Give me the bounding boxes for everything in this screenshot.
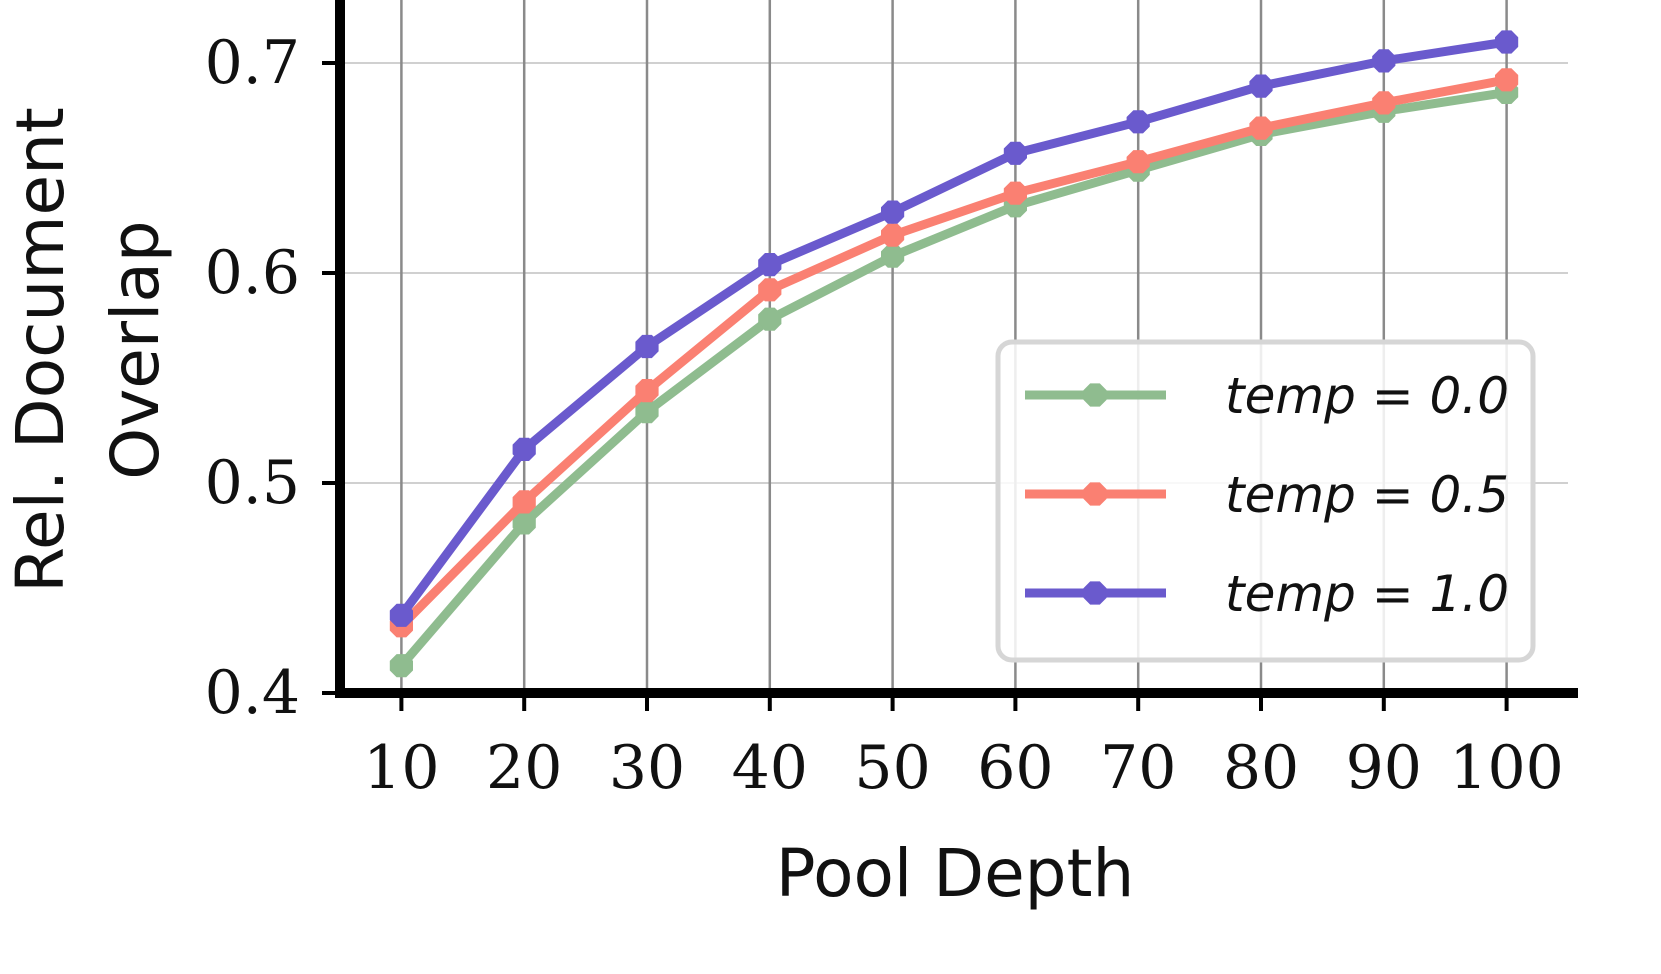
x-tick-label: 40	[732, 733, 808, 803]
legend-entry: temp = 1.0	[1025, 565, 1509, 623]
data-point	[758, 278, 782, 302]
data-point	[881, 200, 905, 224]
data-point	[389, 603, 413, 627]
legend-marker	[1083, 383, 1107, 407]
x-tick-label: 70	[1100, 733, 1176, 803]
data-point	[1126, 150, 1150, 174]
x-tick-label: 100	[1449, 733, 1564, 803]
series-line	[397, 87, 1508, 669]
y-tick-label: 0.5	[205, 448, 300, 518]
data-point	[758, 307, 782, 331]
data-point	[1495, 30, 1519, 54]
series-1	[389, 68, 1519, 638]
x-tick-label: 30	[609, 733, 685, 803]
y-tick-label: 0.7	[205, 28, 300, 98]
series-layer	[389, 30, 1519, 678]
data-point	[1249, 116, 1273, 140]
y-tick-label: 0.6	[205, 238, 300, 308]
data-point	[881, 223, 905, 247]
data-point	[1249, 74, 1273, 98]
x-tick-label: 50	[854, 733, 930, 803]
legend-box	[995, 339, 1536, 663]
x-tick-label: 90	[1346, 733, 1422, 803]
data-point	[758, 253, 782, 277]
x-axis-title: Pool Depth	[776, 835, 1135, 912]
data-point	[1126, 110, 1150, 134]
legend-entry: temp = 0.5	[1025, 466, 1509, 524]
x-tick-label: 80	[1223, 733, 1299, 803]
y-tick-label: 0.4	[205, 658, 300, 728]
data-point	[389, 654, 413, 678]
y-axis-title-line1: Rel. Document	[2, 107, 79, 593]
data-point	[1372, 91, 1396, 115]
legend: temp = 0.0 temp = 0.5 temp = 1.0	[995, 339, 1536, 663]
data-point	[512, 437, 536, 461]
data-point	[1003, 181, 1027, 205]
legend-marker	[1083, 581, 1107, 605]
x-tick-label: 60	[977, 733, 1053, 803]
data-point	[881, 244, 905, 268]
legend-marker	[1083, 482, 1107, 506]
data-point	[635, 400, 659, 424]
x-tick-label: 10	[363, 733, 439, 803]
data-point	[1372, 49, 1396, 73]
legend-entry: temp = 0.0	[1025, 367, 1509, 425]
legend-label: temp = 0.0	[1225, 367, 1509, 425]
x-tick-label: 20	[486, 733, 562, 803]
legend-label: temp = 0.5	[1225, 466, 1509, 524]
data-point	[635, 334, 659, 359]
axes	[322, 0, 1578, 711]
y-axis-title-line2: Overlap	[97, 220, 174, 479]
tick-labels: 0.4 0.5 0.6 0.7 10 20 30 40 50 60 70 80 90 100	[205, 28, 1564, 803]
data-point	[512, 490, 536, 514]
series-line	[397, 37, 1508, 618]
legend-label: temp = 1.0	[1225, 565, 1509, 623]
data-point	[1003, 141, 1027, 165]
series-line	[398, 75, 1508, 629]
series-2	[389, 30, 1519, 627]
data-point	[635, 379, 659, 403]
data-point	[1495, 68, 1519, 92]
